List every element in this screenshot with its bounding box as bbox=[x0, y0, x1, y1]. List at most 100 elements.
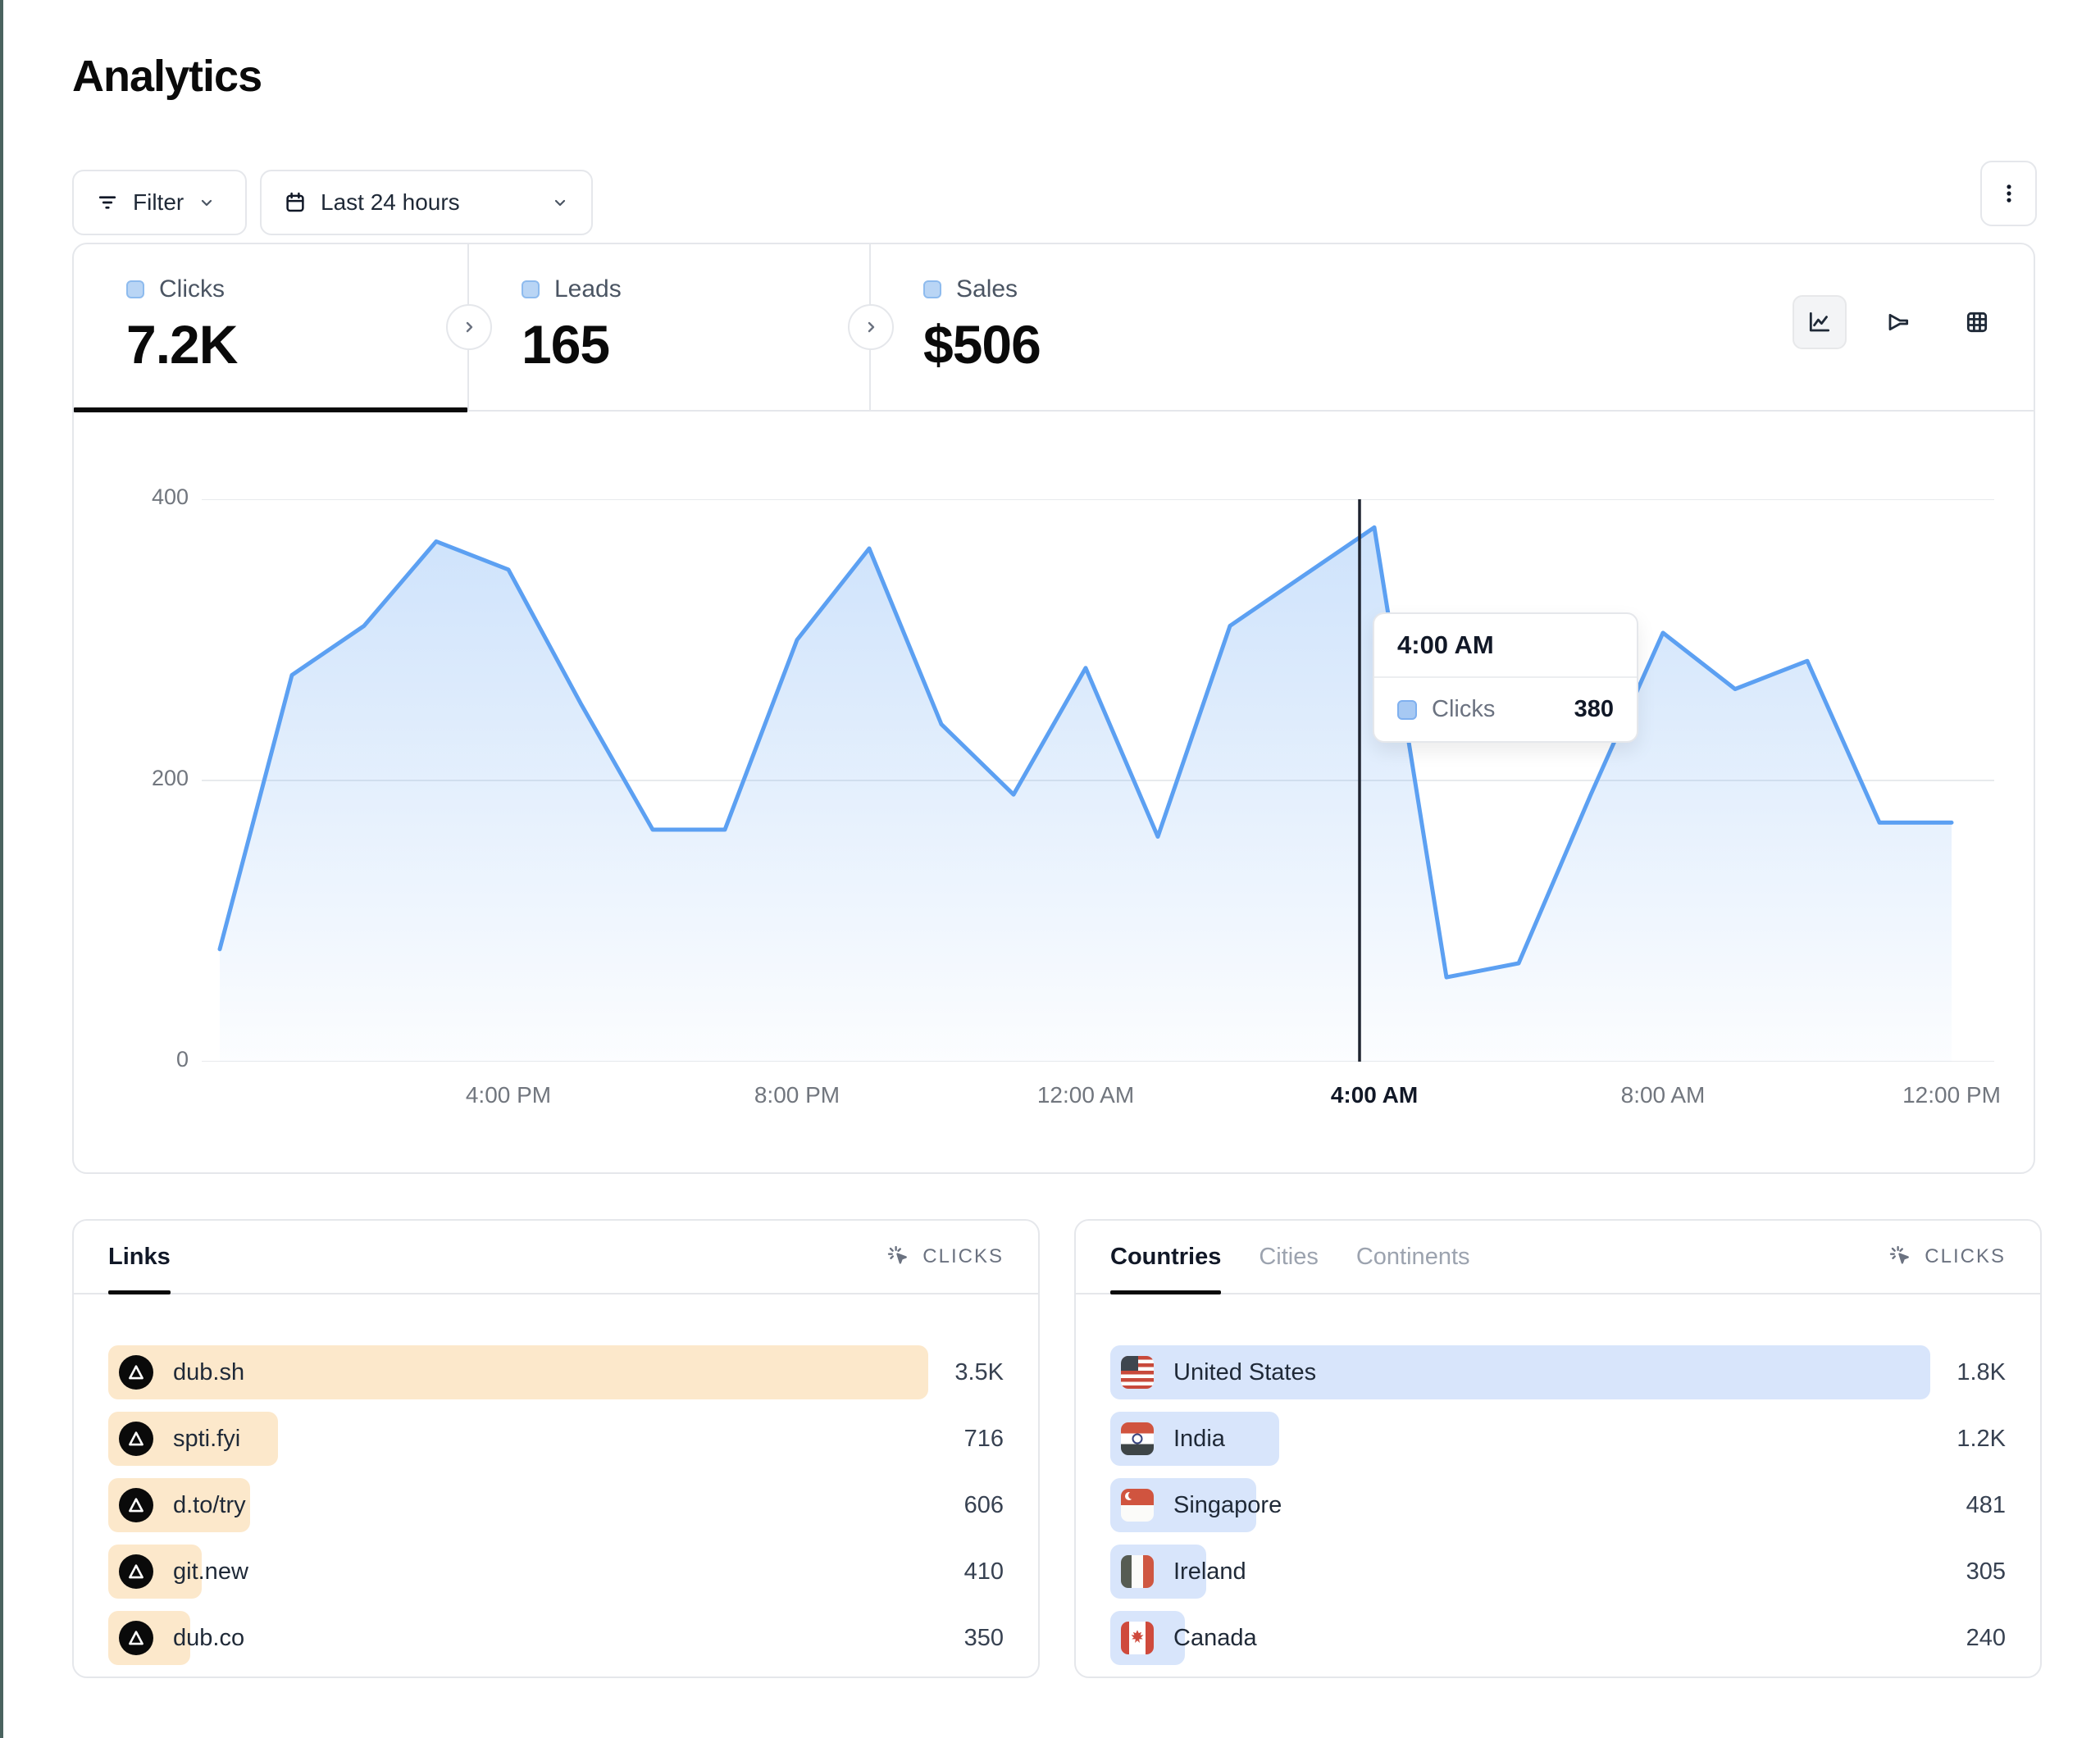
country-row[interactable]: United States 1.8K bbox=[1110, 1345, 2006, 1399]
countries-metric-header[interactable]: CLICKS bbox=[1888, 1221, 2006, 1293]
clicks-area-chart[interactable] bbox=[202, 499, 1994, 1062]
bar-track: Singapore bbox=[1110, 1478, 1930, 1532]
kebab-menu-icon bbox=[1998, 182, 2020, 205]
tooltip-time: 4:00 AM bbox=[1374, 614, 1637, 678]
country-label: United States bbox=[1173, 1358, 1317, 1385]
countries-tab-cities[interactable]: Cities bbox=[1259, 1243, 1319, 1270]
clicks-count: 481 bbox=[1966, 1491, 2006, 1518]
chevron-down-icon bbox=[197, 193, 216, 212]
stat-value: 7.2K bbox=[126, 314, 238, 375]
clicks-count: 716 bbox=[963, 1425, 1004, 1452]
cursor-click-icon bbox=[886, 1244, 911, 1269]
country-row[interactable]: Singapore 481 bbox=[1110, 1478, 2006, 1532]
bar-track: dub.co bbox=[108, 1611, 928, 1665]
countries-panel: Countries Cities Continents CLICKS United … bbox=[1074, 1219, 2042, 1678]
flag-sg-icon bbox=[1121, 1489, 1154, 1522]
expand-leads-sales-button[interactable] bbox=[848, 304, 894, 350]
bar-track: d.to/try bbox=[108, 1478, 928, 1532]
metric-label: CLICKS bbox=[922, 1245, 1004, 1267]
country-label: Ireland bbox=[1173, 1558, 1246, 1585]
stat-label: Sales bbox=[956, 275, 1018, 303]
clicks-count: 3.5K bbox=[954, 1358, 1004, 1385]
countries-panel-tabs: Countries Cities Continents bbox=[1110, 1221, 1888, 1294]
more-options-button[interactable] bbox=[1980, 161, 2037, 226]
line-chart-mode-button[interactable] bbox=[1793, 295, 1847, 349]
bar-track: git.new bbox=[108, 1545, 928, 1599]
tab-clicks[interactable]: Clicks 7.2K bbox=[74, 244, 469, 412]
metric-label: CLICKS bbox=[1925, 1245, 2006, 1267]
calendar-icon bbox=[283, 190, 307, 215]
clicks-count: 1.8K bbox=[1957, 1358, 2006, 1385]
clicks-count: 410 bbox=[963, 1558, 1004, 1585]
stat-label: Leads bbox=[554, 275, 622, 303]
link-row[interactable]: git.new 410 bbox=[108, 1545, 1004, 1599]
links-metric-header[interactable]: CLICKS bbox=[886, 1221, 1004, 1293]
funnel-icon bbox=[1885, 309, 1911, 335]
clicks-count: 350 bbox=[963, 1624, 1004, 1651]
y-axis-tick-400: 400 bbox=[151, 485, 189, 509]
clicks-bar bbox=[1110, 1345, 1930, 1399]
expand-clicks-leads-button[interactable] bbox=[446, 304, 492, 350]
bar-track: Canada bbox=[1110, 1611, 1930, 1665]
flag-ca-icon bbox=[1121, 1622, 1154, 1654]
tooltip-value: 380 bbox=[1574, 696, 1614, 722]
x-axis-tick: 12:00 PM bbox=[1902, 1082, 2001, 1108]
tab-sales[interactable]: Sales $506 bbox=[871, 244, 1297, 410]
link-label: dub.sh bbox=[173, 1358, 245, 1385]
cursor-click-icon bbox=[1888, 1244, 1913, 1269]
dub-logo-icon bbox=[119, 1621, 153, 1655]
link-row[interactable]: d.to/try 606 bbox=[108, 1478, 1004, 1532]
line-chart-icon bbox=[1806, 309, 1833, 335]
links-panel: Links CLICKS dub.sh 3. bbox=[72, 1219, 1040, 1678]
clicks-count: 305 bbox=[1966, 1558, 2006, 1585]
x-axis-tick: 12:00 AM bbox=[1036, 1082, 1135, 1108]
funnel-mode-button[interactable] bbox=[1871, 295, 1925, 349]
table-mode-button[interactable] bbox=[1950, 295, 2004, 349]
dub-logo-icon bbox=[119, 1488, 153, 1522]
country-label: India bbox=[1173, 1425, 1225, 1452]
links-panel-tabs: Links bbox=[108, 1221, 886, 1294]
bar-track: India bbox=[1110, 1412, 1930, 1466]
y-axis-tick-200: 200 bbox=[151, 766, 189, 790]
dub-logo-icon bbox=[119, 1355, 153, 1390]
bar-track: dub.sh bbox=[108, 1345, 928, 1399]
link-row[interactable]: dub.co 350 bbox=[108, 1611, 1004, 1665]
clicks-count: 1.2K bbox=[1957, 1425, 2006, 1452]
link-label: git.new bbox=[173, 1558, 248, 1585]
countries-tab-countries[interactable]: Countries bbox=[1110, 1221, 1222, 1294]
date-range-button[interactable]: Last 24 hours bbox=[260, 170, 593, 235]
clicks-line bbox=[217, 525, 1954, 980]
chart-tooltip: 4:00 AM Clicks 380 bbox=[1373, 612, 1638, 743]
country-row[interactable]: Ireland 305 bbox=[1110, 1545, 2006, 1599]
area-fill bbox=[220, 527, 1952, 1062]
date-range-label: Last 24 hours bbox=[321, 189, 460, 215]
link-row[interactable]: dub.sh 3.5K bbox=[108, 1345, 1004, 1399]
stat-value: 165 bbox=[522, 314, 610, 375]
chevron-down-icon bbox=[550, 193, 570, 212]
chart-mode-toggle bbox=[1793, 295, 2004, 349]
filter-button[interactable]: Filter bbox=[72, 170, 247, 235]
country-row[interactable]: India 1.2K bbox=[1110, 1412, 2006, 1466]
filter-icon bbox=[95, 190, 120, 215]
clicks-bar bbox=[108, 1345, 928, 1399]
stat-label: Clicks bbox=[159, 275, 225, 303]
x-axis-tick: 4:00 PM bbox=[465, 1082, 552, 1108]
link-row[interactable]: spti.fyi 716 bbox=[108, 1412, 1004, 1466]
page-title: Analytics bbox=[72, 52, 262, 101]
countries-tab-continents[interactable]: Continents bbox=[1355, 1243, 1470, 1270]
link-label: dub.co bbox=[173, 1624, 245, 1651]
stats-tabs: Clicks 7.2K Leads 165 Sales $506 bbox=[74, 244, 2034, 412]
tab-leads[interactable]: Leads 165 bbox=[469, 244, 871, 410]
x-axis-tick: 4:00 AM bbox=[1330, 1082, 1419, 1108]
links-list: dub.sh 3.5K spti.fyi 716 d.to/try bbox=[74, 1294, 1038, 1665]
y-axis-tick-0: 0 bbox=[175, 1047, 189, 1071]
bar-track: United States bbox=[1110, 1345, 1930, 1399]
filter-label: Filter bbox=[133, 189, 184, 215]
stat-value: $506 bbox=[923, 314, 1041, 375]
x-axis-tick: 8:00 AM bbox=[1620, 1082, 1706, 1108]
bar-track: Ireland bbox=[1110, 1545, 1930, 1599]
clicks-count: 606 bbox=[963, 1491, 1004, 1518]
country-row[interactable]: Canada 240 bbox=[1110, 1611, 2006, 1665]
links-tab-links[interactable]: Links bbox=[108, 1221, 171, 1294]
